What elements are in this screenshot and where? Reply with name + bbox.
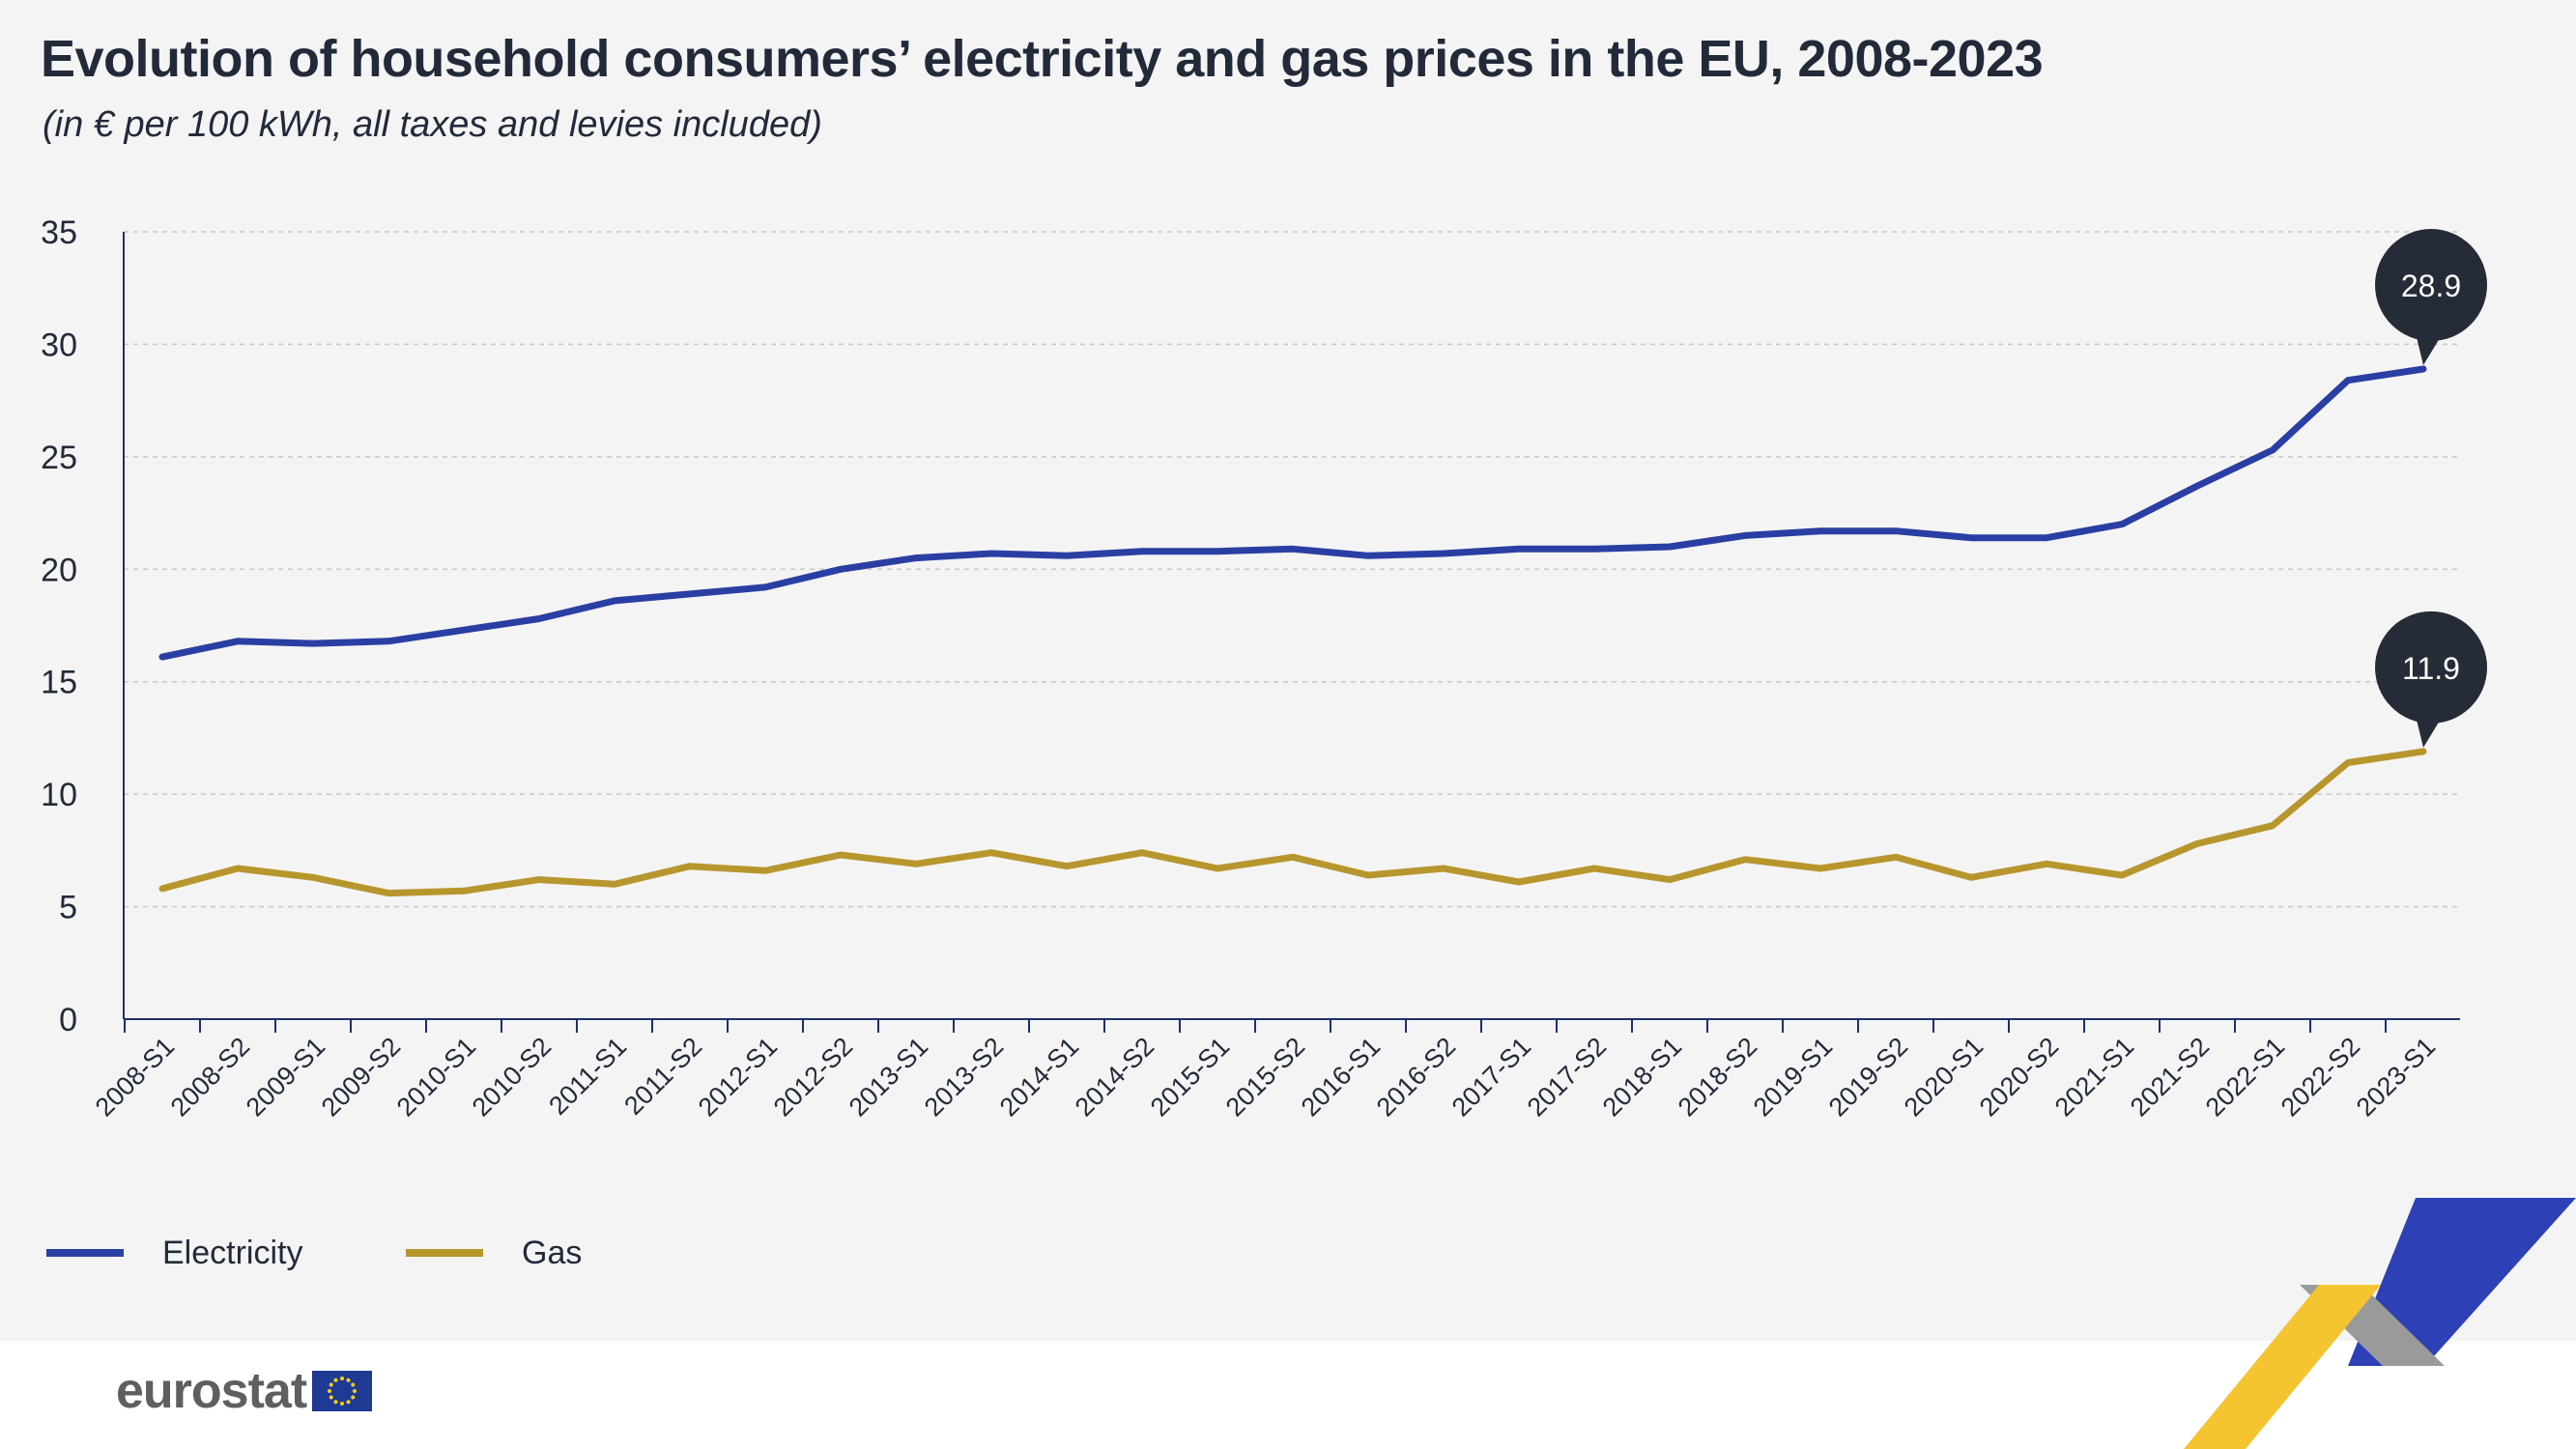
x-tick-label: 2018-S2 [1673, 1032, 1762, 1122]
legend-label-gas: Gas [522, 1234, 583, 1271]
callout-label: 11.9 [2402, 651, 2460, 686]
x-tick-label: 2019-S1 [1748, 1032, 1838, 1122]
brand-name: eurostat [116, 1363, 307, 1419]
value-callout: 11.9 [2375, 611, 2487, 748]
callout-label: 28.9 [2401, 269, 2461, 303]
legend-item-electricity: Electricity [46, 1229, 302, 1277]
x-tick-label: 2021-S1 [2049, 1032, 2139, 1122]
x-tick-label: 2010-S1 [391, 1032, 481, 1122]
x-tick-label: 2009-S2 [316, 1032, 406, 1122]
x-tick-label: 2017-S1 [1446, 1032, 1536, 1122]
flag-star [329, 1382, 333, 1387]
x-tick-label: 2018-S1 [1597, 1032, 1687, 1122]
y-tick-label: 25 [41, 440, 77, 476]
x-tick-label: 2011-S1 [543, 1032, 632, 1121]
x-tick-label: 2021-S2 [2125, 1032, 2215, 1122]
flag-star [328, 1389, 332, 1393]
callout-pointer [2416, 333, 2443, 366]
callout-bubble [2375, 611, 2487, 724]
x-tick-label: 2017-S2 [1522, 1032, 1612, 1122]
legend-item-gas: Gas [406, 1229, 582, 1277]
gridlines [124, 231, 2460, 908]
flag-star [340, 1377, 345, 1380]
x-tick-label: 2009-S1 [241, 1032, 330, 1122]
callout-bubble [2375, 229, 2487, 342]
flag-star [351, 1395, 356, 1400]
line-chart: 0 5 10 15 20 25 30 35 2008-S12008-S22009-S12009… [41, 214, 2487, 1122]
x-tick-label: 2019-S2 [1823, 1032, 1913, 1122]
x-tick-label: 2013-S2 [919, 1032, 1009, 1122]
x-tick-label: 2015-S2 [1220, 1032, 1310, 1122]
flag-star [351, 1382, 356, 1387]
flag-star [346, 1400, 351, 1405]
gas-swatch [406, 1249, 483, 1257]
x-tick-label: 2012-S2 [768, 1032, 858, 1122]
x-tick-label: 2020-S2 [1974, 1032, 2064, 1122]
electricity-swatch [46, 1249, 124, 1257]
series-line-gas [158, 748, 2427, 897]
x-tick-label: 2008-S1 [90, 1032, 180, 1122]
y-tick-label: 30 [41, 327, 77, 363]
value-callout: 28.9 [2375, 229, 2487, 366]
x-tick-label: 2014-S1 [994, 1032, 1084, 1122]
chart-subtitle: (in € per 100 kWh, all taxes and levies … [43, 104, 822, 145]
x-tick-label: 2010-S2 [467, 1032, 557, 1122]
eu-flag-icon [312, 1371, 373, 1411]
x-tick-label: 2014-S2 [1070, 1032, 1159, 1122]
decorative-chevrons [2184, 1198, 2576, 1449]
flag-star [353, 1389, 358, 1393]
flag-star [333, 1400, 338, 1405]
eurostat-logo: eurostat [116, 1362, 373, 1420]
x-tick-label: 2022-S2 [2275, 1032, 2365, 1122]
y-tick-label: 0 [59, 1002, 77, 1038]
x-tick-label: 2016-S2 [1371, 1032, 1461, 1122]
axes [123, 232, 2460, 1020]
series-line-electricity [158, 365, 2427, 661]
chart-panel [0, 0, 2576, 1341]
chart-title: Evolution of household consumers’ electr… [41, 30, 2044, 88]
flag-star [329, 1395, 333, 1400]
value-callouts: 28.9 11.9 [2375, 229, 2487, 748]
y-tick-label: 20 [41, 552, 77, 588]
y-axis-ticks: 0 5 10 15 20 25 30 35 [41, 214, 77, 1038]
x-tick-label: 2016-S1 [1296, 1032, 1386, 1122]
x-tick-label: 2011-S2 [618, 1032, 707, 1121]
y-tick-label: 5 [59, 890, 77, 926]
x-tick-label: 2013-S1 [844, 1032, 933, 1122]
flag-star [346, 1378, 351, 1382]
x-axis-ticks: 2008-S12008-S22009-S12009-S22010-S12010-… [90, 1019, 2441, 1122]
series-lines [158, 365, 2427, 897]
x-tick-label: 2008-S2 [165, 1032, 255, 1122]
y-tick-label: 35 [41, 214, 77, 251]
x-tick-label: 2020-S1 [1899, 1032, 1989, 1122]
legend-label-electricity: Electricity [162, 1234, 303, 1271]
x-tick-label: 2022-S1 [2200, 1032, 2290, 1122]
y-tick-label: 15 [41, 665, 77, 701]
x-tick-label: 2023-S1 [2351, 1032, 2441, 1122]
flag-star [333, 1378, 338, 1382]
callout-pointer [2416, 715, 2443, 748]
x-tick-label: 2012-S1 [693, 1032, 783, 1122]
x-tick-label: 2015-S1 [1145, 1032, 1235, 1122]
y-tick-label: 10 [41, 777, 77, 813]
flag-star [340, 1402, 345, 1406]
